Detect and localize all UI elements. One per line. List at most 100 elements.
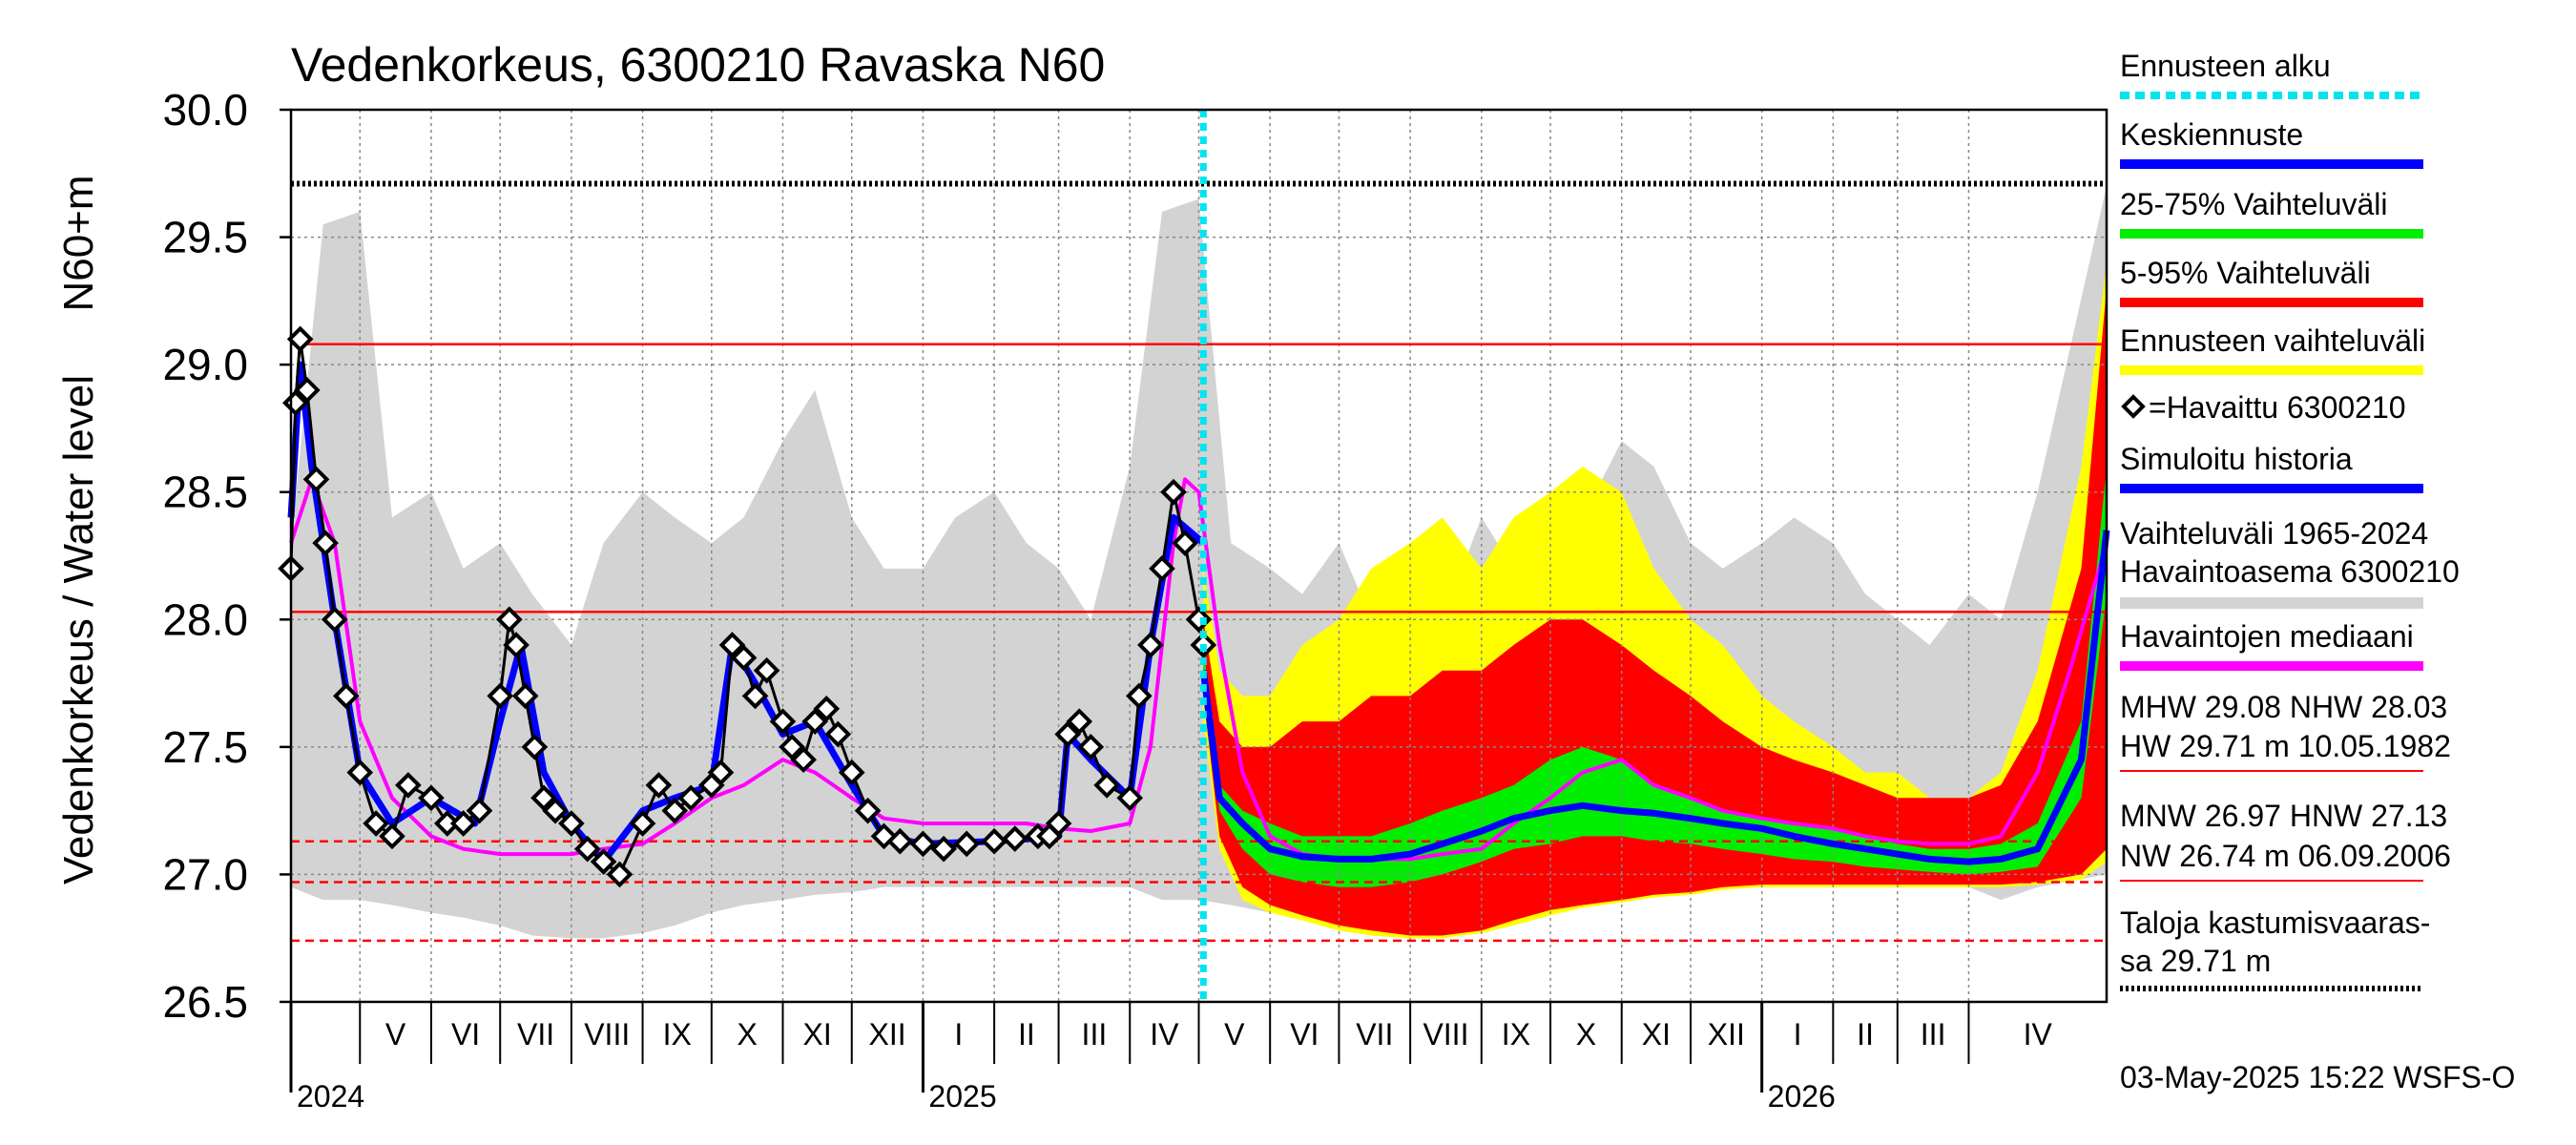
month-label: VI	[451, 1017, 480, 1051]
observed-point	[1172, 530, 1198, 556]
observed-point	[379, 822, 405, 850]
legend-label: Havaintojen mediaani	[2120, 619, 2414, 654]
month-label: II	[1857, 1017, 1874, 1051]
legend-label: Keskiennuste	[2120, 117, 2303, 152]
month-label: V	[385, 1017, 406, 1051]
observed-point	[449, 810, 477, 837]
observed-point	[363, 810, 389, 837]
legend: Ennusteen alku Keskiennuste 25-75% Vaihtel…	[2120, 49, 2460, 671]
mean-forecast-line	[1199, 530, 2110, 865]
observed-point	[1066, 708, 1093, 735]
observed-point	[312, 530, 339, 556]
observed-point	[661, 797, 689, 824]
observed-point	[1093, 772, 1120, 799]
legend-label: Ennusteen vaihteluväli	[2120, 323, 2425, 358]
observed-point	[1077, 734, 1105, 760]
observed-point	[530, 784, 557, 812]
observed-point	[332, 682, 360, 710]
observed-point	[573, 835, 601, 863]
observed-point	[511, 682, 539, 710]
month-label: XII	[869, 1017, 906, 1051]
observed-point	[1045, 810, 1072, 837]
stats-line-2: HW 29.71 m 10.05.1982	[2120, 729, 2451, 763]
observed-point	[838, 759, 865, 786]
month-label: III	[1082, 1017, 1108, 1051]
observed-point	[395, 772, 422, 799]
month-label: V	[1224, 1017, 1245, 1051]
observed-point	[503, 632, 530, 658]
month-label: VI	[1290, 1017, 1319, 1051]
observed-point	[718, 632, 746, 658]
observed-point	[801, 708, 829, 735]
y-tick-label: 30.0	[162, 85, 248, 135]
month-label: IX	[1502, 1017, 1530, 1051]
observed-point	[741, 682, 769, 710]
observed-point	[1185, 606, 1213, 634]
month-label: I	[954, 1017, 963, 1051]
month-label: VII	[517, 1017, 554, 1051]
month-label: X	[737, 1017, 757, 1051]
legend-label: Simuloitu historia	[2120, 442, 2353, 476]
forecast-25-75-band	[1203, 467, 2107, 887]
observed-point	[1116, 784, 1144, 812]
observed-point	[753, 656, 780, 684]
observed-point	[645, 772, 673, 799]
flood-label-line-2: sa 29.71 m	[2120, 944, 2271, 978]
y-axis-label: Vedenkorkeus / Water level	[55, 375, 102, 885]
month-label: IV	[2024, 1017, 2053, 1051]
month-label: I	[1794, 1017, 1802, 1051]
observed-point	[466, 797, 493, 824]
observed-point	[824, 720, 852, 748]
flood-label-line-1: Taloja kastumisvaaras-	[2120, 906, 2430, 940]
y-tick-label: 27.0	[162, 849, 248, 899]
observed-point	[981, 827, 1008, 855]
observed-point	[1149, 555, 1175, 582]
month-label: XII	[1708, 1017, 1745, 1051]
month-label: XI	[803, 1017, 832, 1051]
x-axis-ticks: V VI VII VIII IX X XI XII I II III IV V VI VII VIII IX X X…	[289, 1002, 2053, 1114]
observed-point	[302, 466, 330, 493]
observed-point	[606, 861, 634, 888]
observed-point	[1054, 720, 1082, 748]
observed-point	[677, 784, 704, 812]
legend-label: 25-75% Vaihteluväli	[2120, 187, 2387, 221]
observed-point	[521, 734, 549, 760]
observed-point	[854, 797, 882, 824]
year-label: 2025	[928, 1079, 996, 1114]
legend-label: 5-95% Vaihteluväli	[2120, 256, 2371, 290]
month-label: XI	[1642, 1017, 1671, 1051]
month-label: X	[1576, 1017, 1596, 1051]
observed-point	[769, 708, 797, 735]
observed-point	[487, 682, 514, 710]
observed-point	[542, 797, 569, 824]
month-label: III	[1921, 1017, 1946, 1051]
y-tick-label: 29.5	[162, 213, 248, 262]
observed-point	[730, 644, 758, 672]
month-label: IX	[663, 1017, 692, 1051]
observed-point	[558, 810, 585, 837]
y-tick-label: 29.0	[162, 340, 248, 389]
observed-point	[496, 606, 523, 634]
month-label: VIII	[1423, 1017, 1468, 1051]
observed-point	[1160, 478, 1187, 506]
observed-point	[953, 830, 981, 858]
observed-point	[909, 830, 937, 858]
month-label: VII	[1356, 1017, 1393, 1051]
legend-label: Ennusteen alku	[2120, 49, 2331, 83]
observed-point	[1001, 825, 1028, 852]
month-label: II	[1018, 1017, 1035, 1051]
observed-point	[590, 848, 617, 875]
legend-label: =Havaittu 6300210	[2149, 390, 2406, 425]
observed-point	[321, 606, 348, 634]
legend-diamond-icon	[2121, 394, 2146, 419]
observed-point	[286, 325, 314, 353]
observed-point	[813, 695, 841, 722]
year-label: 2024	[297, 1079, 364, 1114]
observed-point	[779, 734, 805, 760]
y-axis-ticks: 26.5 27.0 27.5 28.0 28.5 29.0 29.5 30.0	[162, 85, 291, 1027]
observed-point	[418, 784, 445, 812]
observed-point	[294, 377, 321, 404]
legend-label: Vaihteluväli 1965-2024	[2120, 516, 2428, 551]
year-label: 2026	[1768, 1079, 1836, 1114]
